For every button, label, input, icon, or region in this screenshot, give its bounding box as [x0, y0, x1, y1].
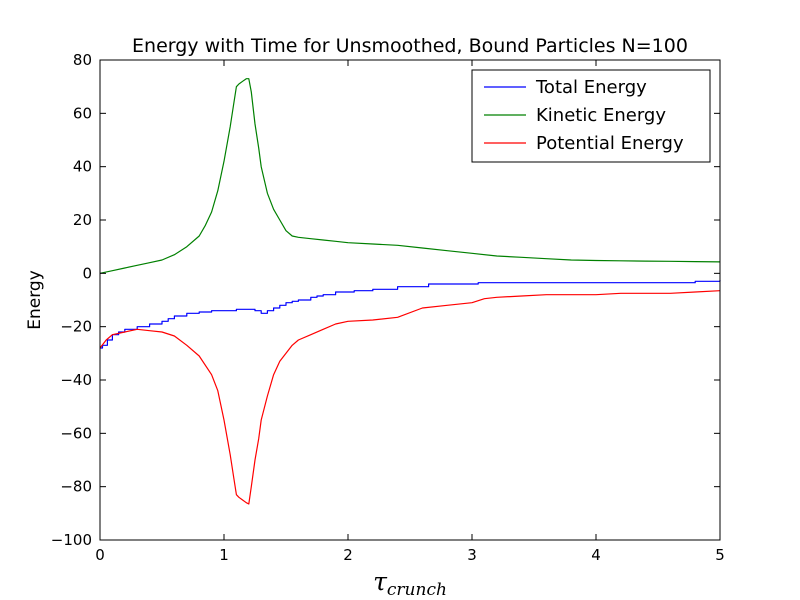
legend-label-total-energy: Total Energy [535, 77, 647, 98]
legend: Total Energy Kinetic Energy Potential En… [471, 69, 711, 163]
y-tick-label: 80 [73, 51, 92, 69]
y-tick-label: 40 [73, 158, 92, 176]
x-tick-label: 3 [467, 546, 477, 564]
y-tick-label: −80 [60, 478, 92, 496]
series-layer [99, 78, 721, 505]
x-axis-label: τcrunch [373, 567, 447, 600]
legend-box [471, 69, 711, 163]
y-tick-label: 60 [73, 104, 92, 122]
x-axis-label-symbol: τ [373, 567, 388, 596]
y-tick-label: −20 [60, 318, 92, 336]
legend-label-kinetic-energy: Kinetic Energy [536, 105, 666, 126]
x-tick-label: 1 [219, 546, 229, 564]
y-tick-label: −100 [51, 531, 92, 549]
x-tick-label: 0 [95, 546, 105, 564]
y-tick-label: 20 [73, 211, 92, 229]
series-line-potential-energy [99, 290, 721, 505]
y-tick-label: 0 [82, 264, 92, 282]
y-tick-label: −60 [60, 424, 92, 442]
series-line-total-energy [100, 280, 721, 349]
series-line-kinetic-energy [99, 78, 721, 274]
x-axis-label-subscript: crunch [387, 580, 447, 600]
x-tick-label: 5 [715, 546, 725, 564]
y-axis-label: Energy [25, 270, 45, 330]
x-tick-label: 4 [591, 546, 601, 564]
chart-title: Energy with Time for Unsmoothed, Bound P… [132, 35, 688, 57]
legend-label-potential-energy: Potential Energy [536, 133, 684, 154]
x-tick-label: 2 [343, 546, 353, 564]
y-tick-label: −40 [60, 371, 92, 389]
ticks-layer: 0 1 2 3 4 5 −100 −80 −60 −40 −20 0 20 40 60 80 [51, 51, 725, 564]
plot-frame [99, 59, 721, 541]
